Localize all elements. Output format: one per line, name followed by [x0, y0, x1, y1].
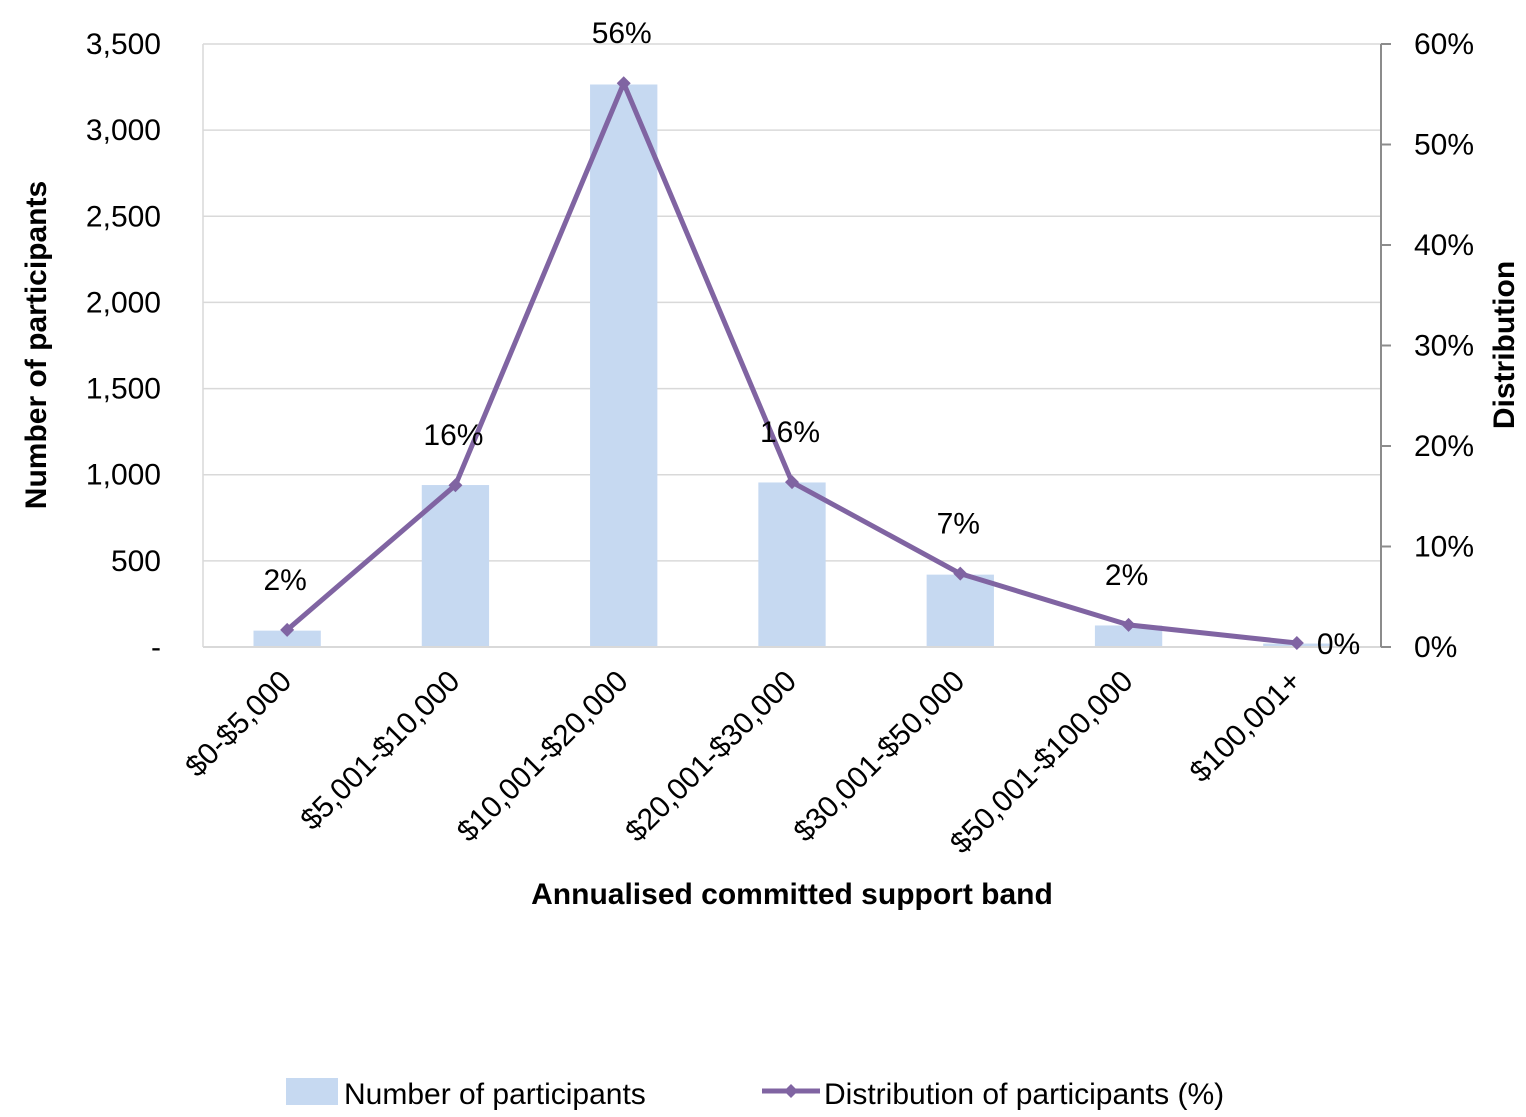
x-tick-label: $10,001-$20,000 [451, 665, 635, 849]
y2-tick-label: 40% [1414, 229, 1474, 262]
y-axis-right-ticks: 0% 10% 20% 30% 40% 50% 60% [1381, 28, 1474, 664]
bar [590, 84, 658, 648]
data-label: 16% [760, 416, 820, 449]
y-tick-label: 1,000 [86, 459, 161, 492]
line-marker [448, 478, 463, 493]
line-marker [1289, 635, 1304, 650]
x-tick-label: $0-$5,000 [179, 665, 298, 784]
bar [926, 574, 994, 647]
line-marker [616, 76, 631, 91]
x-tick-label: $50,001-$100,000 [944, 665, 1140, 861]
bar [421, 485, 490, 647]
legend: Number of participants Distribution of p… [286, 1078, 1224, 1111]
line-marker [785, 475, 799, 490]
y-tick-label: 2,500 [86, 200, 161, 233]
y-tick-label: 2,000 [86, 286, 161, 319]
y-tick-label: 500 [111, 545, 161, 578]
legend-label-bar: Number of participants [344, 1078, 646, 1111]
data-label: 0% [1317, 628, 1360, 661]
data-labels: 2% 16% 56% 16% 7% 2% 0% [263, 17, 1360, 661]
line-series [280, 76, 1304, 650]
x-tick-label: $100,001+ [1184, 665, 1308, 789]
data-label: 7% [937, 508, 980, 541]
legend-label-line: Distribution of participants (%) [824, 1078, 1224, 1111]
y2-axis-title: Distribution [1488, 261, 1521, 429]
x-tick-label: $30,001-$50,000 [787, 665, 971, 849]
y2-tick-label: 10% [1414, 531, 1474, 564]
y-axis-title: Number of participants [20, 181, 53, 509]
legend-marker-diamond [784, 1084, 798, 1098]
y-tick-label: - [151, 631, 161, 664]
y2-tick-label: 50% [1414, 129, 1474, 162]
y-tick-label: 3,500 [86, 28, 161, 61]
gridlines [203, 43, 1381, 562]
legend-swatch-bar [286, 1078, 338, 1105]
y-tick-label: 1,500 [86, 373, 161, 406]
y2-tick-label: 0% [1414, 631, 1457, 664]
data-label: 56% [592, 17, 652, 50]
y-tick-label: 3,000 [86, 114, 161, 147]
bar [758, 482, 826, 647]
data-label: 2% [263, 564, 306, 597]
line-marker [1121, 617, 1136, 632]
line-marker [953, 566, 968, 581]
x-axis-ticks: $0-$5,000$5,001-$10,000$10,001-$20,000$2… [179, 665, 1308, 861]
line-marker [280, 622, 295, 637]
x-tick-label: $5,001-$10,000 [294, 665, 466, 837]
y2-tick-label: 60% [1414, 28, 1474, 61]
bar [1094, 625, 1163, 647]
data-label: 2% [1105, 559, 1148, 592]
y2-tick-label: 30% [1414, 330, 1474, 363]
x-tick-label: $20,001-$30,000 [619, 665, 803, 849]
bar-series [253, 84, 1331, 648]
bar [253, 630, 321, 647]
x-axis-title: Annualised committed support band [531, 878, 1053, 911]
y2-tick-label: 20% [1414, 430, 1474, 463]
data-label: 16% [423, 419, 483, 452]
y-axis-left-ticks: - 500 1,000 1,500 2,000 2,500 3,000 3,500 [86, 28, 161, 664]
